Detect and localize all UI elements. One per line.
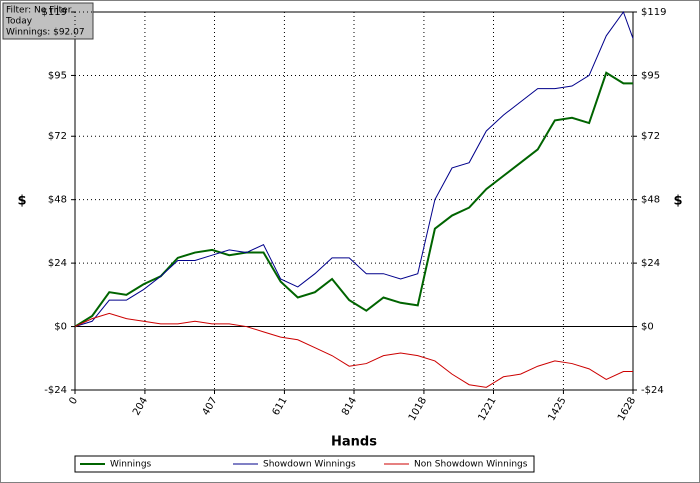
y2-tick-label: $24 bbox=[641, 258, 660, 269]
y2-tick-label: -$24 bbox=[641, 385, 664, 396]
y2-tick-label: $95 bbox=[641, 70, 660, 81]
filter-box bbox=[2, 2, 94, 40]
y2-tick-label: $119 bbox=[641, 7, 666, 18]
y-tick-label: -$24 bbox=[44, 385, 67, 396]
legend-label: Winnings bbox=[110, 460, 152, 470]
series-line bbox=[74, 10, 634, 328]
filter-text: Filter: No Filter bbox=[6, 6, 72, 16]
y-tick-label: $72 bbox=[48, 131, 67, 142]
y-tick-label: $48 bbox=[48, 195, 67, 206]
y2-tick-label: $0 bbox=[641, 322, 654, 333]
y-tick-label: $95 bbox=[48, 70, 67, 81]
filter-text: Winnings: $92.07 bbox=[6, 28, 85, 38]
series-line bbox=[74, 312, 633, 388]
y2-tick-label: $72 bbox=[641, 131, 660, 142]
y-tick-label: $24 bbox=[48, 258, 67, 269]
legend-label: Showdown Winnings bbox=[263, 460, 356, 470]
legend bbox=[74, 455, 535, 473]
y-axis-title: $ bbox=[17, 194, 26, 209]
y-tick-label: $0 bbox=[54, 322, 67, 333]
x-axis-title: Hands bbox=[331, 435, 377, 450]
series-line bbox=[74, 71, 633, 328]
legend-label: Non Showdown Winnings bbox=[414, 460, 528, 470]
x-tick-label: 0 bbox=[67, 396, 80, 407]
y-tick-label: $119 bbox=[42, 7, 67, 18]
y2-tick-label: $48 bbox=[641, 195, 660, 206]
y2-axis-title: $ bbox=[673, 194, 682, 209]
filter-text: Today bbox=[5, 17, 33, 27]
